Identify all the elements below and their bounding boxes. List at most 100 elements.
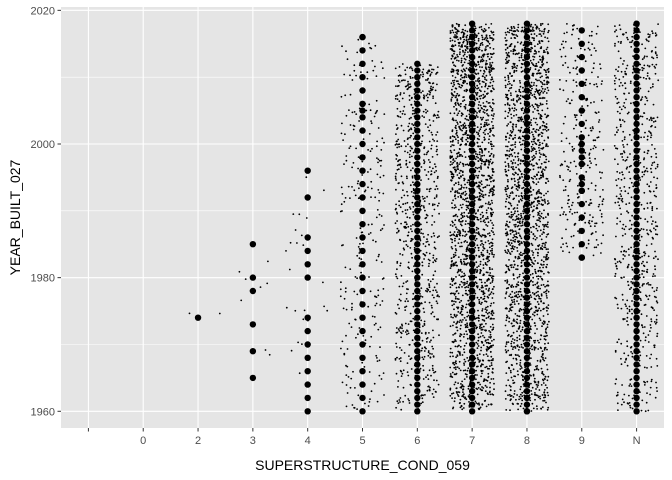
jitter-point xyxy=(516,394,518,396)
jitter-point xyxy=(531,159,534,161)
jitter-point xyxy=(489,333,492,336)
jitter-point xyxy=(486,113,488,115)
jitter-point xyxy=(491,227,494,230)
jitter-point xyxy=(423,236,425,238)
jitter-point xyxy=(523,26,526,29)
jitter-point xyxy=(486,249,489,252)
jitter-point xyxy=(465,325,468,328)
jitter-point xyxy=(520,343,523,346)
jitter-point xyxy=(488,242,491,245)
jitter-point xyxy=(376,140,378,143)
jitter-point xyxy=(536,219,539,222)
jitter-point xyxy=(481,141,484,144)
jitter-point xyxy=(451,44,454,47)
jitter-point xyxy=(541,372,544,375)
jitter-point xyxy=(461,140,464,143)
jitter-point xyxy=(420,142,423,145)
jitter-point xyxy=(528,339,531,342)
jitter-point xyxy=(520,54,523,57)
jitter-point xyxy=(466,45,469,48)
jitter-point xyxy=(462,396,465,398)
jitter-point xyxy=(422,394,424,397)
jitter-point xyxy=(486,37,489,40)
jitter-point xyxy=(535,183,538,186)
jitter-point xyxy=(546,178,549,180)
jitter-point xyxy=(359,243,361,245)
jitter-point xyxy=(462,64,464,66)
jitter-point xyxy=(383,141,385,144)
jitter-point xyxy=(517,354,519,356)
jitter-point xyxy=(485,123,488,126)
jitter-point xyxy=(531,244,534,247)
jitter-point xyxy=(542,228,545,231)
jitter-point xyxy=(492,292,495,295)
jitter-point xyxy=(531,47,534,50)
jitter-point xyxy=(540,176,543,179)
jitter-point xyxy=(547,23,550,26)
jitter-point xyxy=(454,251,457,254)
jitter-point xyxy=(488,311,491,314)
jitter-point xyxy=(505,56,508,59)
jitter-point xyxy=(544,161,547,164)
jitter-point xyxy=(540,46,543,48)
jitter-point xyxy=(488,26,490,29)
jitter-point xyxy=(465,90,468,93)
jitter-point xyxy=(478,206,481,209)
jitter-point xyxy=(516,204,519,206)
jitter-point xyxy=(480,193,483,196)
jitter-point xyxy=(541,75,543,78)
jitter-point xyxy=(540,277,543,280)
center-point xyxy=(414,174,421,181)
jitter-point xyxy=(545,116,548,119)
jitter-point xyxy=(458,230,461,232)
jitter-point xyxy=(405,145,407,148)
jitter-point xyxy=(481,284,483,287)
jitter-point xyxy=(520,66,523,69)
jitter-point xyxy=(491,323,494,326)
jitter-point xyxy=(519,217,522,220)
jitter-point xyxy=(489,346,492,348)
jitter-point xyxy=(512,346,515,348)
center-point xyxy=(468,234,476,241)
jitter-point xyxy=(482,286,484,289)
jitter-point xyxy=(488,191,491,194)
jitter-point xyxy=(411,76,414,79)
jitter-point xyxy=(533,147,536,150)
jitter-point xyxy=(541,394,544,396)
jitter-point xyxy=(395,327,398,329)
jitter-point xyxy=(538,97,541,100)
jitter-point xyxy=(519,364,521,366)
jitter-point xyxy=(538,152,541,154)
jitter-point xyxy=(534,45,536,48)
jitter-point xyxy=(462,55,465,57)
jitter-point xyxy=(535,405,538,408)
jitter-point xyxy=(297,341,299,344)
jitter-point xyxy=(478,46,481,49)
jitter-point xyxy=(507,394,509,397)
jitter-point xyxy=(513,381,516,384)
jitter-point xyxy=(487,201,490,204)
jitter-point xyxy=(545,71,547,74)
jitter-point xyxy=(339,288,342,291)
jitter-point xyxy=(516,345,519,348)
jitter-point xyxy=(373,115,376,118)
jitter-point xyxy=(396,262,399,264)
jitter-point xyxy=(530,62,533,64)
jitter-point xyxy=(407,374,410,377)
jitter-point xyxy=(529,294,532,297)
jitter-point xyxy=(479,69,482,72)
jitter-point xyxy=(511,250,513,253)
jitter-point xyxy=(510,376,513,379)
jitter-point xyxy=(377,328,380,331)
jitter-point xyxy=(428,93,431,96)
jitter-point xyxy=(535,64,537,67)
jitter-point xyxy=(492,156,495,158)
jitter-point xyxy=(266,282,269,285)
jitter-point xyxy=(478,187,481,190)
jitter-point xyxy=(475,42,478,45)
jitter-point xyxy=(484,281,486,284)
jitter-point xyxy=(507,287,509,289)
jitter-point xyxy=(353,189,356,192)
jitter-point xyxy=(516,330,518,333)
jitter-point xyxy=(478,153,481,156)
